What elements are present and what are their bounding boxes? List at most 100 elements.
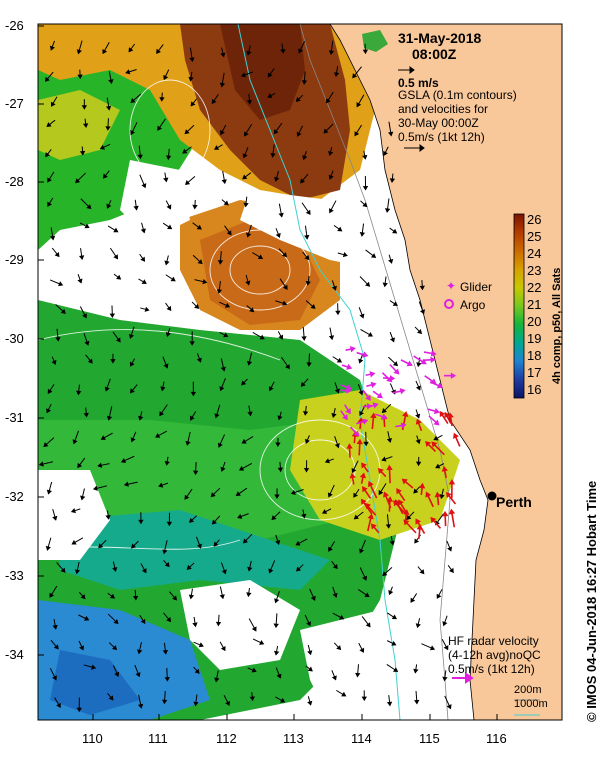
velocity-arrow-head — [123, 481, 129, 487]
velocity-arrow-head — [92, 485, 98, 491]
velocity-arrow-head — [86, 204, 92, 210]
velocity-arrow-head — [242, 538, 248, 544]
velocity-arrow-head — [76, 390, 82, 396]
velocity-arrow-head — [442, 621, 448, 627]
velocity-arrow-head — [83, 412, 89, 418]
y-axis — [38, 25, 44, 656]
hf-radar-arrow-head — [362, 486, 368, 493]
hf-radar-arrow-head — [393, 500, 400, 507]
y-tick-label: -30 — [5, 331, 24, 346]
velocity-arrow-head — [392, 301, 398, 306]
gsla-line-1: GSLA (0.1m contours) — [398, 88, 517, 102]
velocity-arrow-head — [273, 650, 280, 656]
velocity-arrow-head — [406, 514, 412, 520]
glider-arrow-head — [420, 358, 427, 365]
velocity-arrow-head — [276, 673, 282, 679]
velocity-arrows — [38, 40, 454, 713]
velocity-arrow-head — [448, 567, 454, 574]
velocity-arrow-head — [342, 252, 348, 258]
velocity-arrow-head — [324, 458, 331, 464]
hf-radar-arrow-head — [425, 440, 432, 448]
glider-arrow-head — [365, 394, 371, 401]
velocity-arrow-head — [275, 232, 281, 239]
velocity-arrow-head — [105, 126, 111, 131]
velocity-arrow-head — [277, 415, 283, 421]
velocity-arrow-head — [278, 212, 284, 218]
velocity-arrow-head — [305, 209, 311, 216]
velocity-arrow-head — [285, 364, 290, 370]
velocity-arrow-head — [221, 179, 227, 185]
velocity-arrow-head — [50, 101, 56, 107]
velocity-arrow-head — [97, 462, 103, 468]
velocity-arrow-head — [378, 489, 384, 496]
velocity-arrow-head — [243, 202, 249, 208]
scale-arrow-hf — [452, 672, 474, 684]
velocity-arrow-head — [172, 595, 177, 601]
velocity-arrow-head — [102, 48, 108, 55]
velocity-arrow-head — [290, 489, 296, 495]
velocity-arrow-head — [416, 362, 422, 368]
velocity-arrow-head — [125, 69, 131, 75]
hf-radar-arrow-head — [431, 441, 438, 448]
velocity-arrow-head — [137, 703, 144, 709]
y-tick-label: -34 — [5, 647, 24, 662]
velocity-arrow-head — [391, 640, 397, 646]
velocity-arrow-head — [135, 672, 141, 678]
velocity-arrow-head — [215, 621, 222, 627]
velocity-arrow-head — [278, 334, 284, 340]
velocity-arrow-head — [336, 645, 342, 651]
glider-arrow-head — [406, 360, 413, 367]
glider-arrow-head — [345, 408, 351, 415]
velocity-arrow-head — [115, 337, 121, 343]
velocity-arrow-head — [415, 413, 421, 419]
x-tick-label: 115 — [419, 731, 440, 746]
velocity-arrow-head — [246, 232, 252, 238]
hf-radar-arrow-head — [441, 510, 449, 517]
hf-radar-arrow-head — [346, 443, 353, 449]
hf-radar-arrow-head — [377, 468, 384, 475]
velocity-arrow-head — [219, 82, 226, 88]
hf-radar-arrow-head — [401, 478, 408, 485]
plot-frame — [37, 23, 563, 721]
velocity-arrow-head — [128, 333, 135, 339]
velocity-arrow-head — [251, 626, 257, 632]
colorbar-tick: 21 — [527, 297, 541, 312]
velocity-arrow-head — [109, 313, 115, 319]
velocity-arrow-head — [365, 281, 371, 287]
velocity-arrow-head — [77, 462, 83, 469]
velocity-arrow-head — [219, 386, 225, 392]
velocity-arrow-head — [267, 72, 273, 78]
velocity-arrow-head — [328, 546, 333, 552]
velocity-arrow-head — [45, 545, 51, 551]
velocity-arrow-head — [389, 178, 396, 183]
velocity-arrow-head — [108, 79, 114, 85]
hf-radar-arrow-head — [448, 478, 456, 485]
velocity-arrow-head — [220, 645, 226, 652]
colorbar-tick: 24 — [527, 246, 541, 261]
velocity-arrow-head — [130, 437, 136, 443]
depth-200m-label: 200m — [514, 684, 542, 696]
velocity-arrow-head — [331, 285, 337, 291]
glider-arrow-head — [433, 419, 440, 426]
velocity-arrow-head — [138, 415, 144, 421]
velocity-arrow-head — [43, 442, 49, 448]
velocity-arrow-head — [274, 494, 280, 499]
velocity-arrow-head — [202, 278, 208, 285]
velocity-arrow-head — [382, 282, 388, 288]
velocity-arrow-head — [159, 97, 165, 102]
velocity-arrow-head — [274, 598, 280, 604]
map-layers — [38, 24, 562, 720]
glider-arrow-head — [369, 371, 376, 378]
velocity-arrow-head — [113, 227, 119, 233]
velocity-arrow-head — [220, 366, 226, 372]
hf-radar-arrow-head — [415, 518, 422, 525]
velocity-arrow-head — [166, 305, 172, 312]
glider-arrow-head — [386, 376, 393, 383]
velocity-arrow-head — [241, 438, 247, 444]
sst-yellow-west — [38, 90, 120, 160]
velocity-arrow-head — [364, 592, 370, 598]
velocity-arrow-head — [296, 131, 302, 137]
island-green — [362, 30, 388, 52]
velocity-arrow-head — [98, 543, 104, 549]
glider-arrow-head — [400, 422, 407, 429]
